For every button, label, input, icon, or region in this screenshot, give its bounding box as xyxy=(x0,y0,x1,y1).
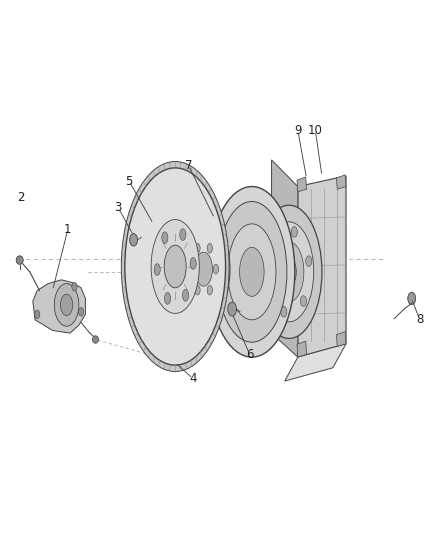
Text: 2: 2 xyxy=(17,191,25,204)
Ellipse shape xyxy=(274,242,304,302)
Ellipse shape xyxy=(72,282,77,291)
Text: 10: 10 xyxy=(308,124,323,137)
Text: 9: 9 xyxy=(294,124,302,137)
Ellipse shape xyxy=(209,187,295,357)
Ellipse shape xyxy=(60,294,73,316)
Ellipse shape xyxy=(164,245,186,288)
Polygon shape xyxy=(336,175,346,189)
Text: 4: 4 xyxy=(189,372,197,385)
Ellipse shape xyxy=(92,336,99,343)
Ellipse shape xyxy=(228,302,237,316)
Polygon shape xyxy=(297,341,307,357)
Ellipse shape xyxy=(154,264,160,276)
Ellipse shape xyxy=(35,310,40,319)
Ellipse shape xyxy=(256,205,322,338)
Polygon shape xyxy=(285,344,346,381)
Ellipse shape xyxy=(272,237,278,248)
Ellipse shape xyxy=(240,247,264,296)
Ellipse shape xyxy=(162,232,168,244)
Ellipse shape xyxy=(190,257,196,269)
Ellipse shape xyxy=(151,220,199,313)
Text: 3: 3 xyxy=(115,201,122,214)
Polygon shape xyxy=(272,160,298,357)
Ellipse shape xyxy=(217,201,287,342)
Ellipse shape xyxy=(266,277,272,288)
Ellipse shape xyxy=(195,252,212,286)
Ellipse shape xyxy=(180,229,186,240)
Ellipse shape xyxy=(78,308,84,316)
Text: 6: 6 xyxy=(246,348,254,361)
Polygon shape xyxy=(298,176,346,357)
Ellipse shape xyxy=(306,256,312,266)
Ellipse shape xyxy=(291,227,297,237)
Ellipse shape xyxy=(300,296,307,306)
Text: 7: 7 xyxy=(184,159,192,172)
Polygon shape xyxy=(336,332,346,346)
Ellipse shape xyxy=(125,168,226,365)
Text: 5: 5 xyxy=(126,175,133,188)
Text: 1: 1 xyxy=(64,223,72,236)
Ellipse shape xyxy=(121,161,229,372)
Polygon shape xyxy=(33,280,85,333)
Ellipse shape xyxy=(186,235,221,304)
Ellipse shape xyxy=(130,233,138,246)
Ellipse shape xyxy=(177,217,230,321)
Ellipse shape xyxy=(281,306,287,317)
Ellipse shape xyxy=(54,284,79,326)
Ellipse shape xyxy=(228,224,276,320)
Ellipse shape xyxy=(282,257,296,287)
Ellipse shape xyxy=(16,256,23,264)
Ellipse shape xyxy=(183,289,189,301)
Ellipse shape xyxy=(207,285,212,295)
Ellipse shape xyxy=(195,244,200,253)
Ellipse shape xyxy=(265,222,314,322)
Ellipse shape xyxy=(408,292,416,305)
Polygon shape xyxy=(297,177,307,192)
Text: 8: 8 xyxy=(416,313,423,326)
Ellipse shape xyxy=(165,293,171,304)
Ellipse shape xyxy=(207,244,212,253)
Ellipse shape xyxy=(213,264,219,274)
Ellipse shape xyxy=(189,264,194,274)
Ellipse shape xyxy=(195,285,200,295)
